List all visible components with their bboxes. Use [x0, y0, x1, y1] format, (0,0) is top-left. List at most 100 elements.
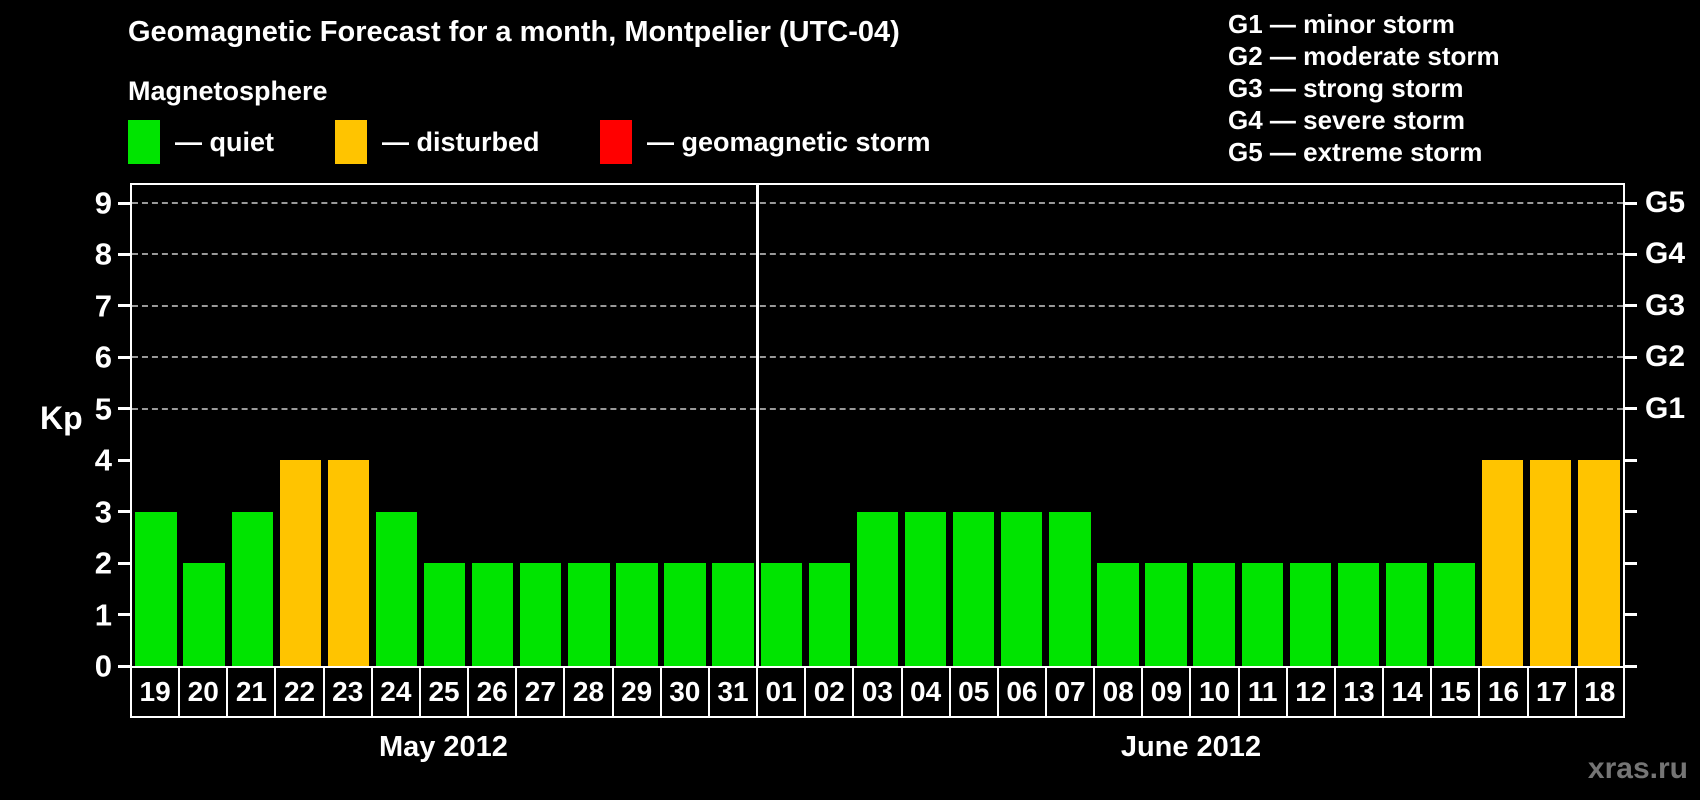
day-cell-28: 28 — [565, 668, 614, 716]
bars-layer — [132, 185, 1623, 666]
day-cell-26: 26 — [469, 668, 518, 716]
kp-bar — [1241, 563, 1283, 666]
y-axis-label-8: 8 — [94, 236, 112, 272]
kp-bar — [760, 563, 802, 666]
kp-bar — [520, 563, 562, 666]
g-legend-line-3: G3 — strong storm — [1228, 73, 1464, 103]
kp-bar — [568, 563, 610, 666]
g-legend-line-1: G1 — minor storm — [1228, 9, 1455, 39]
month-label: June 2012 — [1120, 730, 1262, 763]
day-cell-06: 06 — [999, 668, 1047, 716]
bar-slot-day-21 — [228, 185, 276, 666]
day-cell-09: 09 — [1143, 668, 1192, 716]
legend-item-quiet: — quiet — [128, 118, 274, 166]
kp-bar — [808, 563, 851, 666]
y-axis-tick-left — [118, 561, 130, 565]
kp-bar — [375, 511, 418, 666]
plot-area: 0 1 2 3 4 5 6 7 8 9 G1 G2 G3 G4 G5 — [95, 183, 1685, 682]
legend-item-label: — disturbed — [382, 126, 540, 157]
bar-slot-day-12 — [1286, 185, 1334, 666]
y-axis-tick-left — [118, 252, 130, 256]
kp-bar — [856, 511, 899, 666]
bar-slot-day-02 — [805, 185, 853, 666]
y-axis-label-7: 7 — [94, 288, 112, 324]
bar-slot-day-07 — [1046, 185, 1094, 666]
kp-bar — [904, 511, 947, 666]
day-cell-25: 25 — [421, 668, 470, 716]
y-axis-tick-left — [118, 664, 130, 668]
y-axis-tick-right — [1625, 458, 1637, 462]
legend-item-disturbed: — disturbed — [335, 118, 540, 166]
kp-bar — [1289, 563, 1331, 666]
y-axis-tick-left — [118, 458, 130, 462]
day-cell-16: 16 — [1480, 668, 1529, 716]
plot-region: 0 1 2 3 4 5 6 7 8 9 G1 G2 G3 G4 G5 19 20 21 22 23 24 25 26 27 2… — [95, 183, 1685, 768]
y-axis-label-9: 9 — [94, 185, 112, 221]
kp-bar — [327, 460, 370, 666]
bar-slot-day-31 — [709, 185, 757, 666]
month-labels: May 2012 June 2012 — [130, 726, 1625, 768]
y-axis-tick-right — [1625, 252, 1637, 256]
day-cell-19: 19 — [132, 668, 181, 716]
bar-slot-day-27 — [517, 185, 565, 666]
y-axis-label-1: 1 — [94, 597, 112, 633]
day-cell-20: 20 — [180, 668, 229, 716]
y-axis-label-2: 2 — [94, 545, 112, 581]
day-cell-12: 12 — [1288, 668, 1336, 716]
bar-slot-day-15 — [1431, 185, 1479, 666]
gridline-kp-6 — [132, 356, 1623, 359]
day-cell-08: 08 — [1095, 668, 1144, 716]
day-cell-18: 18 — [1584, 676, 1616, 707]
kp-bar — [712, 563, 754, 666]
magnetosphere-label: Magnetosphere — [128, 76, 328, 106]
bar-slot-day-18 — [1575, 185, 1623, 666]
bar-slot-day-04 — [902, 185, 950, 666]
gridline-kp-9 — [132, 202, 1623, 204]
month-label: May 2012 — [378, 730, 508, 763]
kp-bar — [183, 563, 225, 666]
y-axis-tick-right — [1625, 561, 1637, 565]
day-cell-01: 01 — [758, 668, 807, 716]
bar-slot-day-05 — [950, 185, 998, 666]
bar-slot-day-19 — [132, 185, 180, 666]
kp-bar — [616, 563, 658, 666]
day-cell-17: 17 — [1529, 668, 1577, 716]
kp-bar — [952, 511, 995, 666]
day-cell-23: 23 — [325, 668, 373, 716]
right-axis-label-G3: G3 — [1645, 288, 1686, 322]
kp-bar — [135, 511, 177, 666]
bar-slot-day-25 — [421, 185, 469, 666]
bar-slot-day-03 — [853, 185, 901, 666]
bar-slot-day-11 — [1238, 185, 1286, 666]
right-axis-label-G5: G5 — [1645, 186, 1686, 219]
y-axis-tick-right — [1625, 201, 1637, 205]
legend-item-storm: — geomagnetic storm — [600, 118, 931, 166]
day-cell-07: 07 — [1047, 668, 1096, 716]
kp-bar — [1481, 460, 1524, 666]
y-axis-tick-left — [118, 510, 130, 514]
legend-item-label: — quiet — [175, 126, 274, 157]
x-axis-day-labels: 19 20 21 22 23 24 25 26 27 28 29 30 31 01 02 03 04 05 06 07… — [130, 668, 1625, 718]
g-scale-legend: G1 — minor storm G2 — moderate storm G3 — … — [1228, 8, 1500, 168]
day-cell-13: 13 — [1336, 668, 1385, 716]
bar-slot-day-17 — [1527, 185, 1575, 666]
bar-slot-day-13 — [1334, 185, 1382, 666]
day-cell-24: 24 — [373, 668, 421, 716]
y-axis-tick-right — [1625, 355, 1637, 359]
kp-bar — [1433, 563, 1476, 666]
legend-item-label: — geomagnetic storm — [647, 126, 931, 157]
day-cell-29: 29 — [614, 668, 662, 716]
bar-slot-day-22 — [276, 185, 324, 666]
y-axis-label-4: 4 — [94, 442, 112, 478]
right-axis-label-G2: G2 — [1645, 340, 1686, 374]
gridline-kp-5 — [132, 407, 1623, 410]
gridline-kp-7 — [132, 304, 1623, 307]
magnetosphere-legend: — quiet — disturbed — geomagnetic storm — [0, 118, 1700, 166]
y-axis-tick-left — [118, 201, 130, 205]
bar-slot-day-16 — [1479, 185, 1527, 666]
y-axis-tick-right — [1625, 510, 1637, 514]
kp-bar — [1049, 511, 1091, 666]
bar-slot-day-06 — [998, 185, 1046, 666]
day-cell-31: 31 — [710, 668, 759, 716]
